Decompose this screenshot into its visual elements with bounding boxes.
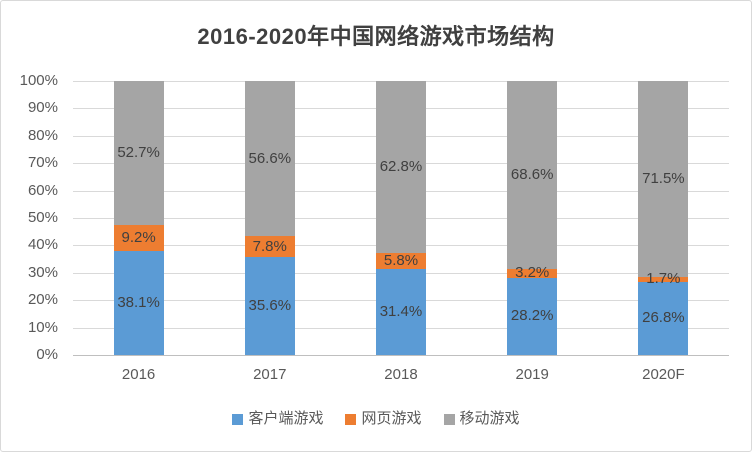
y-axis-tick-label: 70%	[27, 154, 58, 172]
y-axis-tick-label: 40%	[27, 236, 58, 254]
bar-segment	[244, 236, 295, 258]
y-axis-tick-label: 50%	[27, 209, 58, 226]
bar-segment	[638, 281, 689, 355]
y-axis: 0% 10% 20% 30% 40% 50% 60% 70% 80% 90% 100%	[1, 72, 63, 363]
plot-area: 38.1% 9.2% 52.7% 35.6% 7.8% 56.6% 31.4% 5.8% 62.…	[73, 81, 729, 356]
data-label: 31.4%	[379, 302, 423, 320]
x-axis: 2016 2017 2018 2019 2020F	[73, 365, 729, 387]
bar-group: 31.4% 5.8% 62.8%	[335, 81, 466, 355]
data-label: 5.8%	[383, 252, 419, 270]
data-label: 7.8%	[252, 237, 287, 255]
x-axis-tick-label: 2017	[253, 366, 287, 383]
data-label: 28.2%	[510, 307, 554, 325]
data-label: 52.7%	[117, 144, 160, 162]
data-label: 35.6%	[248, 297, 292, 315]
legend-item: 移动游戏	[443, 409, 520, 429]
x-axis-line	[73, 355, 729, 356]
legend-item: 网页游戏	[345, 409, 422, 429]
data-label: 9.2%	[121, 229, 156, 247]
legend-label: 移动游戏	[459, 410, 520, 427]
x-axis-tick-label: 2020F	[642, 366, 685, 383]
data-label: 1.7%	[646, 270, 681, 288]
y-axis-tick-label: 30%	[27, 263, 58, 281]
bar-segment	[375, 253, 426, 269]
bar-group: 35.6% 7.8% 56.6%	[204, 81, 335, 355]
bar-segment	[244, 257, 295, 355]
bar-segment	[507, 81, 558, 269]
chart-title: 2016-2020年中国网络游戏市场结构	[197, 24, 555, 49]
bar-segment	[507, 277, 558, 355]
legend-label: 网页游戏	[361, 410, 422, 427]
y-axis-tick-label: 80%	[27, 126, 58, 144]
bar-segment	[507, 268, 558, 278]
y-axis-tick-label: 0%	[36, 346, 58, 363]
data-label: 3.2%	[515, 264, 550, 282]
legend-swatch	[345, 413, 357, 425]
bar-segment	[638, 81, 689, 277]
legend-label: 客户端游戏	[248, 410, 324, 427]
data-label: 56.6%	[248, 149, 292, 167]
bar-segment	[113, 250, 164, 355]
bar-segment	[638, 276, 689, 282]
y-axis-tick-label: 100%	[19, 72, 58, 89]
legend-swatch	[443, 413, 455, 425]
bar-segment	[375, 268, 426, 355]
y-axis-tick-label: 20%	[27, 291, 58, 309]
bar-segment	[244, 81, 295, 237]
y-axis-tick-label: 90%	[27, 99, 58, 117]
bar-segment	[375, 81, 426, 254]
x-axis-tick-label: 2016	[121, 366, 156, 383]
bar-group: 38.1% 9.2% 52.7%	[73, 81, 204, 355]
y-axis-tick-label: 60%	[27, 181, 58, 199]
data-label: 71.5%	[642, 169, 685, 187]
bar-segment	[113, 225, 164, 251]
bar-group: 28.2% 3.2% 68.6%	[467, 81, 598, 355]
bar-segment	[113, 81, 164, 226]
legend-item: 客户端游戏	[232, 409, 323, 429]
legend: 客户端游戏 网页游戏 移动游戏	[1, 407, 751, 431]
y-axis-tick-label: 10%	[27, 318, 58, 336]
x-axis-tick-label: 2019	[515, 366, 549, 383]
data-label: 26.8%	[642, 309, 685, 327]
x-axis-tick-label: 2018	[384, 366, 418, 383]
bar-group: 26.8% 1.7% 71.5%	[598, 81, 729, 355]
data-label: 68.6%	[510, 165, 554, 183]
data-label: 62.8%	[379, 158, 423, 176]
legend-swatch	[232, 413, 244, 425]
data-label: 38.1%	[117, 293, 160, 311]
